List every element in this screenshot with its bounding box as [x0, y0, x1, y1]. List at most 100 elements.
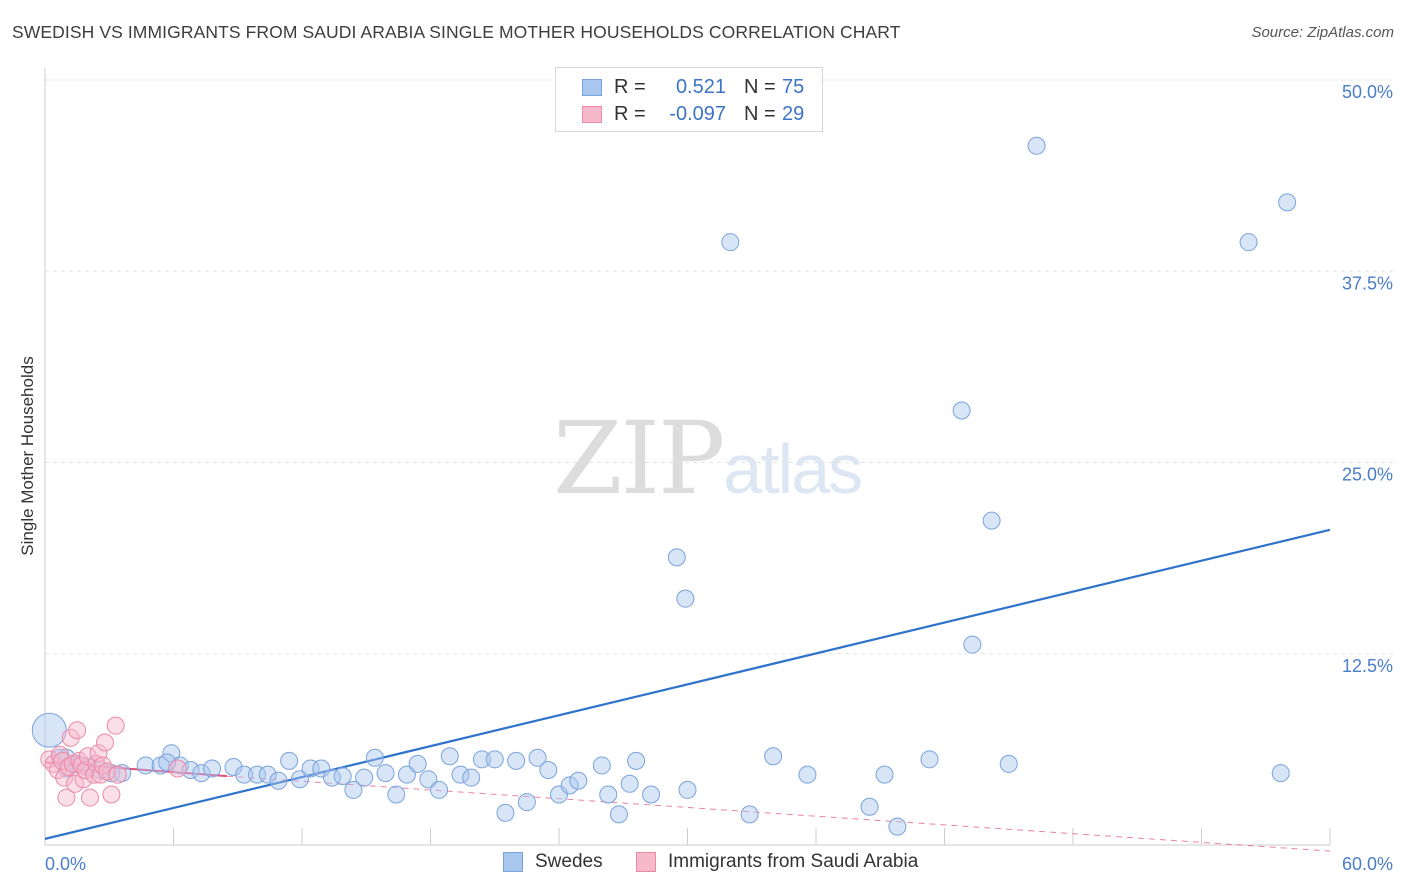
point-swedes: [1271, 764, 1290, 783]
point-swedes: [472, 750, 491, 769]
point-swedes: [181, 761, 200, 780]
point-swedes: [860, 797, 879, 816]
point-saudi: [61, 728, 80, 747]
point-swedes: [560, 776, 579, 795]
point-swedes: [599, 785, 618, 804]
legend-r-label: R =: [614, 75, 646, 98]
point-saudi: [57, 788, 76, 807]
x-tick-label: 0.0%: [45, 854, 86, 874]
point-saudi: [70, 751, 89, 770]
point-swedes: [667, 548, 686, 567]
point-swedes: [365, 748, 384, 767]
point-swedes: [136, 756, 155, 775]
point-saudi: [87, 754, 106, 773]
point-swedes: [764, 747, 783, 766]
legend-r-value: 0.521: [675, 75, 726, 98]
point-swedes: [952, 401, 971, 420]
point-swedes: [539, 761, 558, 780]
point-swedes: [387, 785, 406, 804]
source-credit: Source: ZipAtlas.com: [1251, 24, 1394, 41]
point-swedes: [224, 757, 243, 776]
point-swedes: [888, 817, 907, 836]
point-saudi: [68, 721, 87, 740]
trend-lines: [44, 528, 1331, 852]
point-swedes: [517, 793, 536, 812]
point-swedes: [355, 768, 374, 787]
point-swedes: [301, 759, 320, 778]
point-swedes: [496, 803, 515, 822]
point-swedes: [258, 765, 277, 784]
point-swedes: [333, 767, 352, 786]
point-saudi: [76, 761, 95, 780]
point-saudi: [102, 785, 121, 804]
point-swedes: [592, 756, 611, 775]
legend-n-label: N =: [744, 75, 776, 98]
point-swedes: [875, 765, 894, 784]
point-swedes: [397, 765, 416, 784]
series-legend: Swedes Immigrants from Saudi Arabia: [0, 851, 1406, 877]
point-swedes: [451, 765, 470, 784]
point-swedes: [419, 770, 438, 789]
point-swedes: [248, 765, 267, 784]
legend-n-label: N =: [744, 102, 776, 125]
tick-labels: 12.5% 25.0% 37.5% 50.0% 0.0% 60.0%: [45, 82, 1393, 874]
point-saudi: [106, 716, 125, 735]
point-swedes: [235, 765, 254, 784]
point-swedes: [740, 805, 759, 824]
point-swedes: [162, 744, 181, 763]
point-saudi: [108, 765, 127, 784]
legend-label-swedes: Swedes: [535, 851, 603, 872]
point-swedes: [408, 754, 427, 773]
data-points: [31, 136, 1297, 836]
point-swedes: [721, 233, 740, 252]
point-swedes: [290, 770, 309, 789]
trend-line-saudi: [44, 761, 228, 778]
trend-line-saudi-extension: [227, 775, 1331, 852]
point-swedes: [528, 748, 547, 767]
legend-item-saudi[interactable]: Immigrants from Saudi Arabia: [636, 851, 918, 873]
legend-row-saudi: R = -0.097 N = 29: [556, 101, 804, 127]
legend-r-label: R =: [614, 102, 646, 125]
y-tick-label: 50.0%: [1342, 82, 1393, 102]
x-tick-label: 60.0%: [1342, 854, 1393, 874]
legend-n-value: 29: [782, 102, 805, 125]
legend-n-value: 75: [782, 75, 805, 98]
y-tick-label: 12.5%: [1342, 656, 1393, 676]
point-swedes: [1027, 136, 1046, 155]
legend-swatch-swedes: [503, 852, 523, 872]
legend-swatch-swedes: [582, 78, 602, 96]
point-swedes: [192, 764, 211, 783]
point-swedes: [280, 751, 299, 770]
axes: [44, 68, 1331, 846]
point-saudi: [89, 744, 108, 763]
point-swedes: [569, 771, 588, 790]
point-swedes: [798, 765, 817, 784]
point-swedes: [430, 780, 449, 799]
point-swedes: [642, 785, 661, 804]
grid-lines: [45, 79, 1393, 655]
point-saudi: [80, 788, 99, 807]
legend-item-swedes[interactable]: Swedes: [503, 851, 603, 873]
watermark: ZIPatlas: [553, 400, 863, 517]
point-swedes: [203, 759, 222, 778]
point-swedes: [920, 750, 939, 769]
point-saudi: [168, 759, 187, 778]
point-swedes: [609, 805, 628, 824]
point-swedes: [999, 754, 1018, 773]
legend-row-swedes: R = 0.521 N = 75: [556, 74, 804, 100]
point-swedes: [982, 511, 1001, 530]
point-swedes: [627, 751, 646, 770]
point-swedes: [1239, 233, 1258, 252]
correlation-legend: R = 0.521 N = 75 R = -0.097 N = 29: [555, 67, 823, 132]
point-swedes: [31, 712, 67, 748]
point-saudi: [95, 733, 114, 752]
point-swedes: [620, 774, 639, 793]
y-tick-label: 37.5%: [1342, 273, 1393, 293]
watermark-atlas: atlas: [723, 430, 863, 508]
point-swedes: [269, 771, 288, 790]
legend-swatch-saudi: [636, 852, 656, 872]
legend-r-value: -0.097: [669, 102, 726, 125]
legend-swatch-saudi: [582, 105, 602, 123]
legend-label-saudi: Immigrants from Saudi Arabia: [668, 851, 919, 872]
